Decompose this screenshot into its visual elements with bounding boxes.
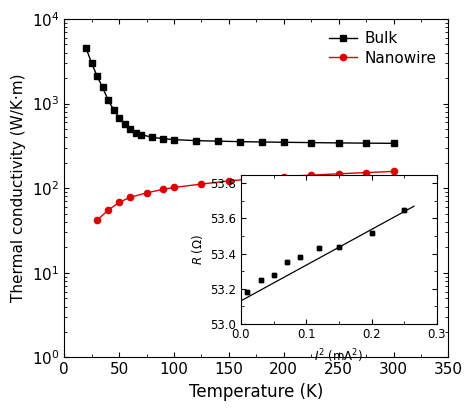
Bulk	[336, 140, 341, 145]
Bulk	[309, 140, 314, 145]
Nanowire	[226, 178, 232, 183]
Nanowire	[105, 208, 111, 213]
Bulk	[171, 137, 177, 142]
Bulk	[259, 140, 264, 145]
Line: Bulk: Bulk	[83, 45, 397, 147]
Nanowire	[281, 174, 287, 179]
Nanowire	[144, 190, 149, 195]
Bulk	[105, 98, 111, 103]
Legend: Bulk, Nanowire: Bulk, Nanowire	[324, 27, 441, 70]
Bulk	[237, 139, 243, 144]
Nanowire	[94, 218, 100, 222]
Bulk	[363, 140, 369, 145]
Bulk	[94, 74, 100, 79]
Nanowire	[127, 195, 133, 200]
Bulk	[111, 107, 117, 112]
Bulk	[281, 140, 287, 145]
X-axis label: Temperature (K): Temperature (K)	[189, 383, 323, 401]
Line: Nanowire: Nanowire	[94, 168, 397, 223]
Nanowire	[160, 187, 166, 192]
Y-axis label: Thermal conductivity (W/K·m): Thermal conductivity (W/K·m)	[11, 74, 26, 302]
Bulk	[193, 138, 199, 143]
Nanowire	[199, 182, 204, 187]
Nanowire	[171, 185, 177, 190]
Bulk	[89, 61, 94, 66]
Bulk	[100, 85, 106, 90]
Bulk	[149, 135, 155, 140]
Bulk	[83, 46, 89, 51]
Nanowire	[391, 169, 396, 174]
Bulk	[133, 130, 138, 135]
Bulk	[138, 132, 144, 137]
Bulk	[116, 115, 122, 120]
Bulk	[160, 136, 166, 141]
Bulk	[122, 122, 128, 127]
Nanowire	[254, 176, 259, 181]
Nanowire	[116, 200, 122, 205]
Nanowire	[309, 173, 314, 178]
Nanowire	[336, 171, 341, 176]
Bulk	[127, 126, 133, 131]
Nanowire	[363, 170, 369, 175]
Bulk	[215, 139, 221, 144]
Bulk	[391, 141, 396, 146]
